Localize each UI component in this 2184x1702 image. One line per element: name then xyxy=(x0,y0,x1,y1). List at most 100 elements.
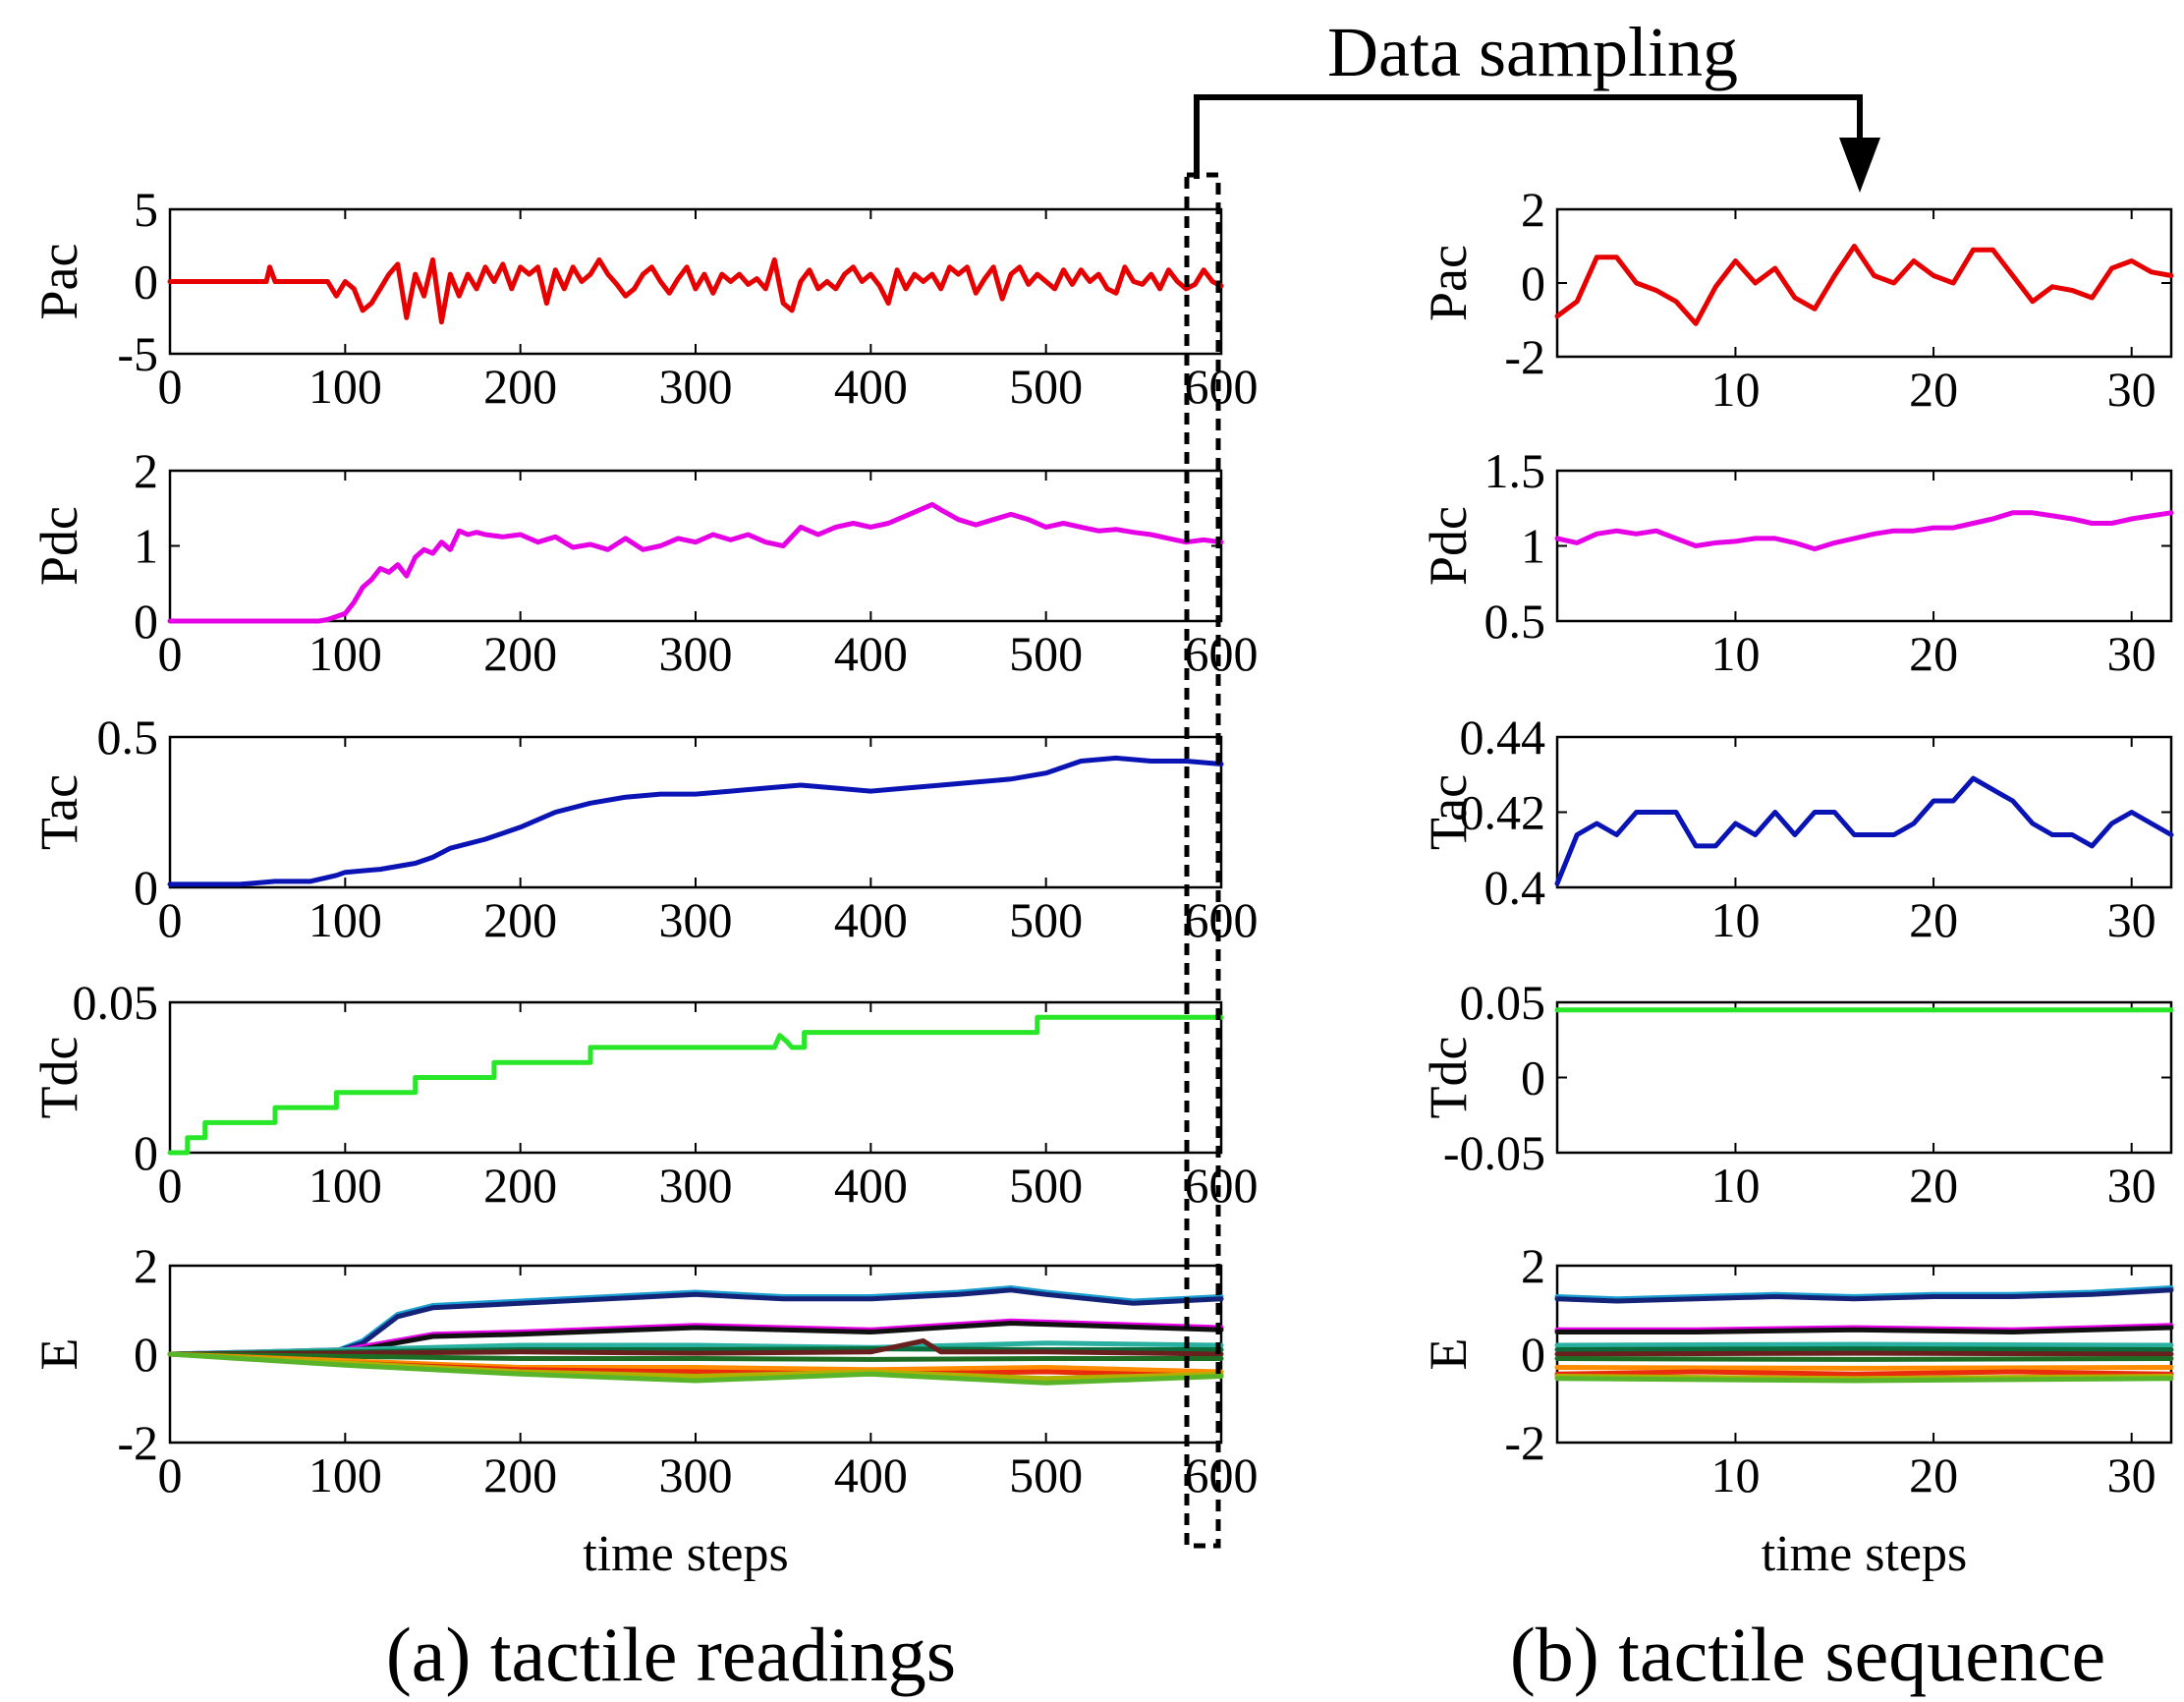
x-tick-label: 600 xyxy=(1185,892,1259,947)
x-tick-label: 200 xyxy=(483,1447,557,1503)
series-line-pac xyxy=(1554,244,2174,326)
series-line-pac xyxy=(167,256,1224,325)
x-tick-label: 600 xyxy=(1185,1158,1259,1213)
caption-tactile-sequence: (b) tactile sequence xyxy=(1510,1612,2105,1697)
x-tick-label: 600 xyxy=(1185,359,1259,414)
y-tick-label: -2 xyxy=(1504,329,1545,384)
x-tick-label: 20 xyxy=(1909,892,1958,947)
y-tick-label: 2 xyxy=(1521,1238,1545,1293)
x-tick-label: 400 xyxy=(834,892,908,947)
y-tick-label: 0 xyxy=(1521,1327,1545,1382)
series-line-e9 xyxy=(1554,1365,2174,1371)
plot-frame xyxy=(168,1000,1223,1155)
x-tick-label: 400 xyxy=(834,626,908,681)
y-tick-label: 0 xyxy=(1521,255,1545,311)
x-tick-label: 100 xyxy=(308,359,382,414)
x-tick-label: 300 xyxy=(659,1447,733,1503)
y-tick-label: 5 xyxy=(134,182,158,237)
x-tick-label: 10 xyxy=(1710,892,1760,947)
y-tick-label: 0 xyxy=(134,860,158,915)
y-tick-label: 2 xyxy=(134,443,158,498)
y-axis-label: Tdc xyxy=(1419,1037,1478,1119)
x-tick-label: 500 xyxy=(1009,1158,1083,1213)
x-tick-label: 400 xyxy=(834,1447,908,1503)
y-axis-label: Pdc xyxy=(1419,506,1478,586)
series-line-pdc xyxy=(1554,510,2174,552)
series-line-e12 xyxy=(167,1351,1224,1386)
x-tick-label: 20 xyxy=(1909,1447,1958,1503)
x-tick-label: 0 xyxy=(158,1447,183,1503)
x-tick-label: 300 xyxy=(659,1158,733,1213)
caption-tactile-readings: (a) tactile readings xyxy=(386,1612,956,1697)
x-tick-label: 300 xyxy=(659,626,733,681)
series-line-e12 xyxy=(1554,1376,2174,1384)
x-tick-label: 300 xyxy=(659,892,733,947)
y-tick-label: -5 xyxy=(117,326,158,381)
x-tick-label: 10 xyxy=(1710,626,1760,681)
series-line-tac xyxy=(1554,775,2174,886)
x-tick-label: 200 xyxy=(483,1158,557,1213)
y-axis-label: Pac xyxy=(1419,245,1478,321)
plot-frame xyxy=(1555,1000,2173,1155)
chart-b-tac: 10 20 30 0.4 0.42 0.44 Tac xyxy=(1419,709,2174,947)
y-axis-label: Pdc xyxy=(29,506,88,586)
series-line-e2 xyxy=(167,1287,1224,1357)
series-line-e2 xyxy=(1554,1287,2174,1304)
series-line-tdc xyxy=(167,1014,1224,1156)
y-tick-label: 1 xyxy=(1521,519,1545,574)
x-tick-label: 500 xyxy=(1009,626,1083,681)
x-axis-label: time steps xyxy=(1762,1526,1967,1582)
plot-frame xyxy=(168,735,1223,889)
chart-b-tdc: 10 20 30 -0.05 0 0.05 Tdc xyxy=(1419,975,2174,1213)
y-tick-label: 1.5 xyxy=(1484,443,1546,498)
y-tick-label: 0.05 xyxy=(1460,975,1546,1030)
x-tick-label: 10 xyxy=(1710,1447,1760,1503)
y-axis-label: Tac xyxy=(29,774,88,850)
x-tick-label: 20 xyxy=(1909,1158,1958,1213)
sampling-window-box xyxy=(1184,172,1221,1549)
x-tick-label: 20 xyxy=(1909,626,1958,681)
x-tick-label: 400 xyxy=(834,359,908,414)
x-tick-label: 100 xyxy=(308,1447,382,1503)
y-tick-label: 0 xyxy=(134,255,158,310)
y-tick-label: 0.44 xyxy=(1460,709,1546,765)
x-tick-label: 100 xyxy=(308,1158,382,1213)
x-tick-label: 200 xyxy=(483,626,557,681)
x-tick-label: 500 xyxy=(1009,892,1083,947)
x-axis-label: time steps xyxy=(583,1526,788,1582)
y-tick-label: 1 xyxy=(134,519,158,574)
series-line-e7 xyxy=(167,1338,1224,1357)
x-tick-label: 200 xyxy=(483,359,557,414)
series-line-e4 xyxy=(1554,1325,2174,1334)
x-tick-label: 30 xyxy=(2107,1158,2156,1213)
plot-frame xyxy=(168,469,1223,623)
y-tick-label: 2 xyxy=(1521,182,1545,237)
y-tick-label: 0.42 xyxy=(1460,785,1546,840)
y-axis-label: Tdc xyxy=(29,1037,88,1119)
x-tick-label: 30 xyxy=(2107,362,2156,417)
x-tick-label: 100 xyxy=(308,892,382,947)
y-axis-label: Tac xyxy=(1419,774,1478,850)
x-tick-label: 300 xyxy=(659,359,733,414)
x-tick-label: 20 xyxy=(1909,362,1958,417)
y-tick-label: 0.05 xyxy=(73,975,159,1030)
y-axis-label: E xyxy=(1419,1338,1478,1371)
plot-frame xyxy=(1555,469,2173,623)
series-line-e5 xyxy=(1554,1341,2174,1348)
x-tick-label: 10 xyxy=(1710,362,1760,417)
x-tick-label: 0 xyxy=(158,359,183,414)
series-line-e8 xyxy=(167,1351,1224,1362)
y-tick-label: -2 xyxy=(1504,1415,1545,1470)
x-tick-label: 30 xyxy=(2107,892,2156,947)
chart-b-pac: 10 20 30 -2 0 2 Pac xyxy=(1419,182,2174,417)
data-sampling-label: Data sampling xyxy=(1327,13,1738,91)
series-line-e7 xyxy=(1554,1350,2174,1357)
y-axis-label: Pac xyxy=(29,244,88,320)
